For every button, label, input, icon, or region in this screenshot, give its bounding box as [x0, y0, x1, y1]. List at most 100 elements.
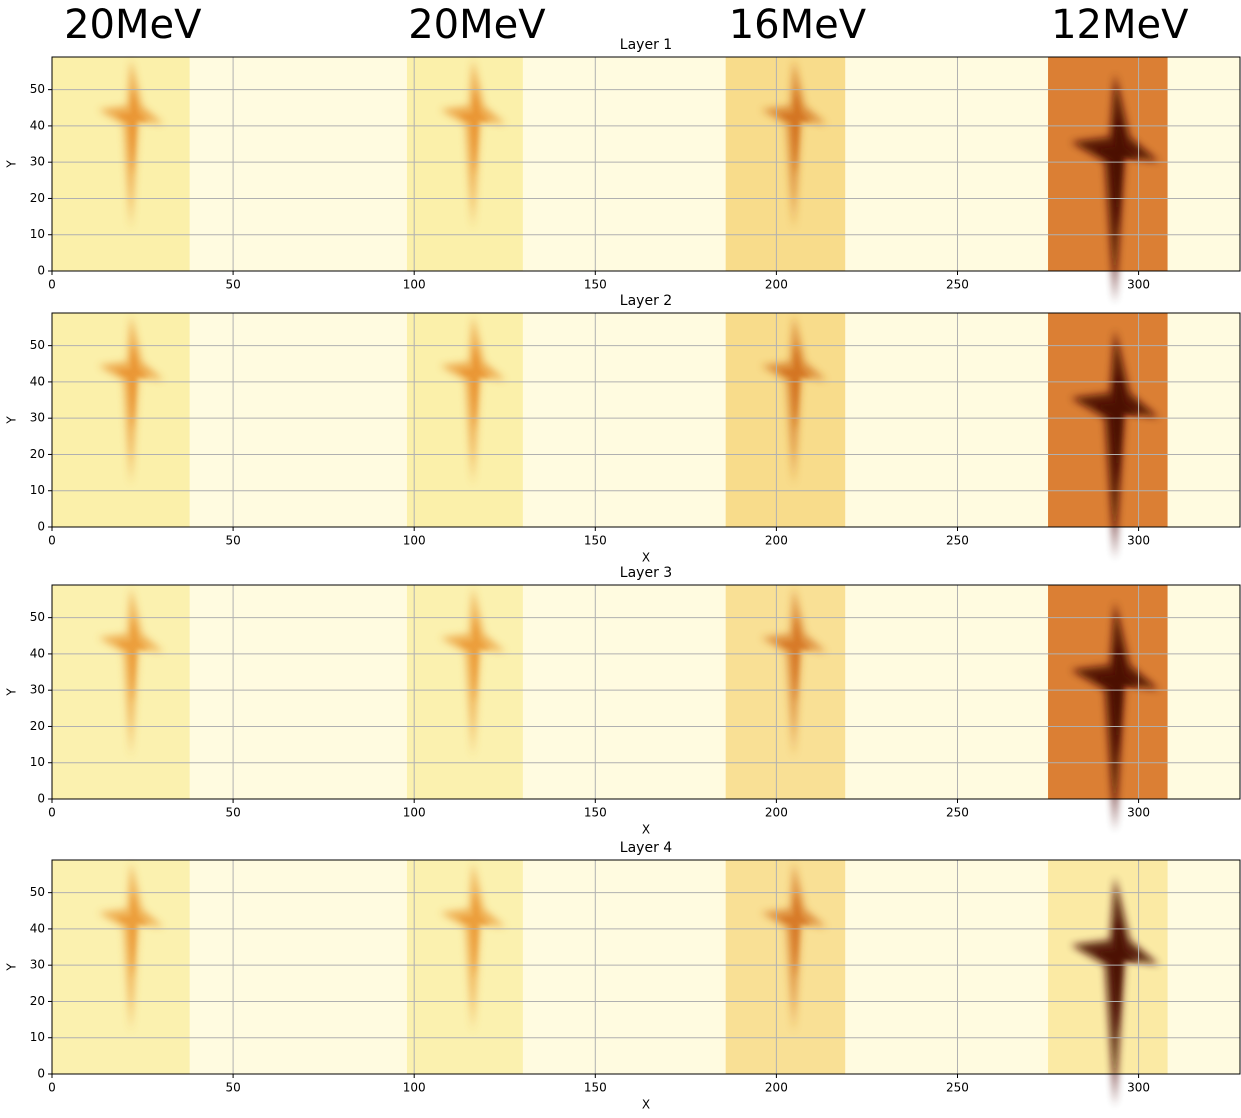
- y-tick-label: 30: [30, 411, 45, 425]
- y-tick-label: 10: [30, 1030, 45, 1044]
- star-core: [116, 89, 150, 175]
- x-tick-label: 200: [765, 806, 788, 820]
- y-tick-label: 10: [30, 755, 45, 769]
- x-tick-label: 200: [765, 278, 788, 292]
- plot-frame: [51, 584, 1241, 800]
- intensity-band: [52, 57, 190, 271]
- plot-background: [52, 57, 1240, 271]
- y-axis-label: Y: [5, 416, 19, 425]
- star-core: [779, 892, 812, 978]
- plot-background: [52, 585, 1240, 799]
- energy-label: 16MeV: [729, 2, 867, 48]
- intensity-band: [52, 313, 190, 527]
- panel-title: Layer 4: [620, 840, 672, 856]
- y-tick-label: 0: [37, 520, 45, 534]
- x-tick-label: 300: [1127, 806, 1150, 820]
- x-tick-label: 250: [946, 1081, 969, 1095]
- intensity-band: [52, 585, 190, 799]
- intensity-band: [725, 585, 846, 799]
- x-tick-label: 300: [1127, 1081, 1150, 1095]
- y-tick-label: 30: [30, 155, 45, 169]
- y-tick-label: 40: [30, 118, 45, 132]
- intensity-band: [406, 313, 523, 527]
- x-tick-label: 200: [765, 534, 788, 548]
- x-tick-label: 0: [48, 278, 56, 292]
- intensity-band: [725, 57, 846, 271]
- panel-title: Layer 2: [620, 293, 672, 309]
- energy-label: 12MeV: [1051, 2, 1189, 48]
- x-tick-label: 50: [225, 278, 240, 292]
- star-core: [779, 89, 812, 175]
- y-tick-label: 50: [30, 610, 45, 624]
- x-tick-label: 50: [225, 1081, 240, 1095]
- intensity-band: [725, 860, 846, 1074]
- intensity-band: [52, 860, 190, 1074]
- y-tick-label: 10: [30, 483, 45, 497]
- x-tick-label: 300: [1127, 278, 1150, 292]
- star-core: [779, 617, 812, 703]
- y-tick-label: 50: [30, 885, 45, 899]
- y-axis-label: Y: [5, 963, 19, 972]
- star-core: [116, 345, 150, 431]
- star-core: [458, 892, 491, 978]
- energy-label: 20MeV: [64, 2, 202, 48]
- star-core: [458, 89, 491, 175]
- plot-background: [52, 860, 1240, 1074]
- star-core: [779, 345, 812, 431]
- x-tick-label: 250: [946, 534, 969, 548]
- panel-title: Layer 1: [620, 37, 672, 53]
- y-tick-label: 30: [30, 958, 45, 972]
- x-tick-label: 0: [48, 1081, 56, 1095]
- star-core: [1095, 371, 1140, 487]
- x-axis-label: X: [642, 551, 650, 565]
- energy-label: 20MeV: [408, 2, 546, 48]
- y-tick-label: 20: [30, 191, 45, 205]
- star-core: [1095, 643, 1140, 759]
- y-tick-label: 20: [30, 994, 45, 1008]
- plot-frame: [51, 312, 1241, 528]
- y-tick-label: 30: [30, 683, 45, 697]
- star-core: [116, 617, 150, 703]
- y-tick-label: 0: [37, 1067, 45, 1081]
- star-core: [458, 617, 491, 703]
- y-tick-label: 50: [30, 338, 45, 352]
- x-tick-label: 250: [946, 806, 969, 820]
- plot-frame: [51, 859, 1241, 1075]
- x-tick-label: 100: [403, 806, 426, 820]
- intensity-band: [406, 860, 523, 1074]
- plot-frame: [51, 56, 1241, 272]
- x-tick-label: 150: [584, 278, 607, 292]
- intensity-band: [725, 313, 846, 527]
- x-tick-label: 150: [584, 1081, 607, 1095]
- x-tick-label: 200: [765, 1081, 788, 1095]
- x-tick-label: 300: [1127, 534, 1150, 548]
- x-tick-label: 100: [403, 278, 426, 292]
- y-tick-label: 50: [30, 82, 45, 96]
- y-axis-label: Y: [5, 160, 19, 169]
- x-tick-label: 0: [48, 806, 56, 820]
- star-core: [458, 345, 491, 431]
- x-tick-label: 150: [584, 534, 607, 548]
- plot-background: [52, 313, 1240, 527]
- intensity-band: [406, 57, 523, 271]
- y-tick-label: 20: [30, 447, 45, 461]
- y-tick-label: 20: [30, 719, 45, 733]
- x-tick-label: 50: [225, 534, 240, 548]
- panel-title: Layer 3: [620, 565, 672, 581]
- x-tick-label: 0: [48, 534, 56, 548]
- y-tick-label: 40: [30, 921, 45, 935]
- x-tick-label: 50: [225, 806, 240, 820]
- x-tick-label: 100: [403, 1081, 426, 1095]
- star-core: [116, 892, 150, 978]
- x-axis-label: X: [642, 823, 650, 837]
- y-tick-label: 10: [30, 227, 45, 241]
- y-tick-label: 0: [37, 264, 45, 278]
- y-tick-label: 40: [30, 374, 45, 388]
- x-tick-label: 100: [403, 534, 426, 548]
- star-core: [1095, 115, 1140, 231]
- x-axis-label: X: [642, 1098, 650, 1112]
- y-axis-label: Y: [5, 688, 19, 697]
- y-tick-label: 0: [37, 792, 45, 806]
- x-tick-label: 150: [584, 806, 607, 820]
